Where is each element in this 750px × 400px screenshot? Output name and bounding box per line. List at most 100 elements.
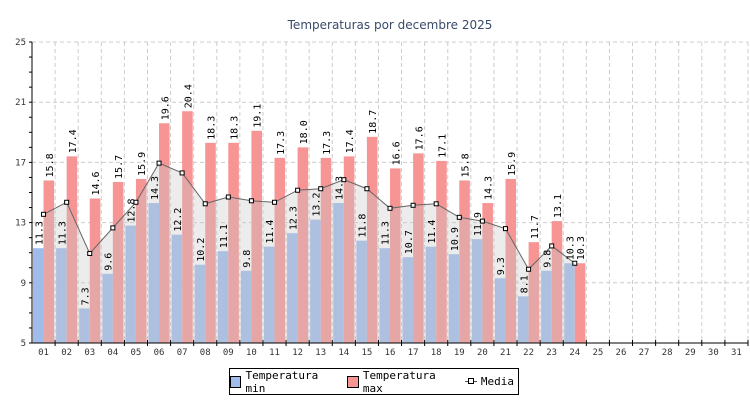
bar-max — [505, 178, 517, 343]
bar-max — [366, 136, 378, 343]
data-label-min: 14.3 — [150, 176, 161, 200]
data-label-max: 14.3 — [484, 176, 495, 200]
y-tick-label: 21 — [15, 98, 26, 108]
x-tick-label: 02 — [61, 348, 72, 358]
media-point — [318, 186, 324, 192]
legend-item-media: Media — [464, 375, 514, 388]
media-point — [156, 160, 162, 166]
data-label-min: 12.3 — [288, 206, 299, 230]
x-tick-label: 30 — [708, 348, 719, 358]
x-tick-label: 18 — [431, 348, 442, 358]
data-label-max: 17.4 — [345, 129, 356, 153]
media-point — [225, 194, 231, 200]
data-label-max: 19.6 — [160, 96, 171, 120]
media-point — [433, 201, 439, 207]
bar-max — [182, 111, 193, 343]
legend-label-media: Media — [480, 375, 514, 388]
data-label-max: 17.3 — [276, 131, 287, 155]
x-tick-label: 17 — [408, 348, 419, 358]
y-tick-label: 17 — [15, 158, 26, 168]
data-label-min: 12.8 — [127, 199, 138, 223]
media-line — [43, 162, 576, 271]
data-label-max: 16.6 — [391, 141, 402, 165]
data-label-min: 11.8 — [358, 214, 369, 238]
x-tick-label: 01 — [38, 348, 49, 358]
x-tick-label: 21 — [500, 348, 511, 358]
bar-min — [287, 233, 298, 343]
data-label-min: 14.3 — [335, 176, 346, 200]
x-tick-label: 29 — [685, 348, 696, 358]
data-label-max: 10.3 — [576, 236, 587, 260]
data-label-min: 9.8 — [542, 250, 553, 268]
legend: Temperatura min Temperatura max Media — [229, 368, 519, 395]
data-label-min: 11.3 — [34, 221, 45, 245]
media-point — [87, 250, 93, 256]
data-label-min: 11.3 — [57, 221, 68, 245]
media-point — [110, 225, 116, 231]
data-label-min: 9.6 — [104, 253, 115, 271]
media-point — [364, 186, 370, 192]
bar-min — [263, 246, 275, 343]
data-label-max: 15.9 — [507, 152, 518, 176]
x-tick-label: 03 — [84, 348, 95, 358]
bar-max — [135, 178, 147, 343]
x-tick-label: 06 — [154, 348, 165, 358]
x-tick-label: 05 — [131, 348, 142, 358]
x-tick-label: 27 — [639, 348, 650, 358]
data-label-max: 18.3 — [207, 116, 218, 140]
data-label-min: 9.8 — [242, 250, 253, 268]
x-tick-label: 23 — [546, 348, 557, 358]
bar-max — [574, 263, 586, 343]
chart-title: Temperaturas por decembre 2025 — [287, 18, 493, 32]
data-label-min: 10.2 — [196, 238, 207, 262]
bar-max — [413, 153, 424, 343]
media-point — [64, 199, 70, 205]
bar-min — [56, 248, 67, 343]
x-tick-label: 08 — [200, 348, 211, 358]
data-label-max: 15.9 — [137, 152, 148, 176]
bar-min — [425, 246, 437, 343]
x-tick-label: 25 — [592, 348, 603, 358]
bar-min — [333, 203, 344, 343]
media-point — [202, 201, 208, 207]
data-label-min: 10.3 — [566, 236, 577, 260]
data-label-min: 13.2 — [311, 192, 322, 216]
media-point — [41, 211, 47, 217]
data-label-max: 15.7 — [114, 155, 125, 179]
data-label-min: 10.9 — [450, 227, 461, 251]
y-tick-label: 5 — [21, 339, 26, 349]
x-tick-label: 24 — [569, 348, 580, 358]
x-tick-label: 22 — [523, 348, 534, 358]
legend-label-max: Temperatura max — [362, 368, 436, 395]
bar-min — [217, 251, 229, 343]
media-point — [248, 198, 254, 204]
bar-min — [33, 248, 44, 343]
media-point — [549, 243, 555, 249]
legend-marker-media — [464, 378, 477, 384]
data-label-min: 11.9 — [473, 212, 484, 236]
media-point — [133, 199, 139, 205]
bar-max — [66, 156, 78, 343]
media-point — [387, 205, 393, 211]
x-tick-label: 07 — [177, 348, 188, 358]
bar-min — [310, 219, 321, 343]
bar-min — [564, 263, 575, 343]
bar-min — [356, 240, 367, 343]
x-tick-label: 20 — [477, 348, 488, 358]
bar-min — [240, 270, 252, 343]
data-label-max: 18.0 — [299, 120, 310, 144]
x-tick-label: 19 — [454, 348, 465, 358]
bar-min — [102, 273, 113, 343]
data-label-min: 9.3 — [496, 257, 507, 275]
bar-min — [171, 234, 183, 343]
x-tick-label: 26 — [616, 348, 627, 358]
media-point — [341, 177, 347, 183]
bar-max — [436, 160, 447, 343]
data-label-max: 15.8 — [45, 153, 56, 177]
x-tick-label: 15 — [361, 348, 372, 358]
bar-max — [112, 181, 124, 343]
media-point — [456, 214, 462, 220]
media-point — [295, 187, 301, 193]
legend-item-max: Temperatura max — [347, 369, 456, 395]
x-tick-label: 13 — [315, 348, 326, 358]
